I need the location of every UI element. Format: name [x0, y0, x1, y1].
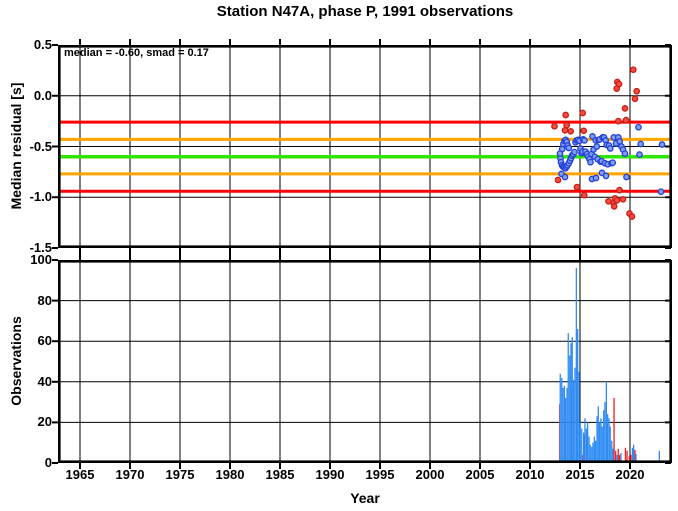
observations-y-tick-label: 40: [37, 374, 52, 389]
figure-title: Station N47A, phase P, 1991 observations: [216, 3, 514, 20]
observations-axis-label: Observations: [8, 316, 24, 406]
residual-panel: [52, 39, 673, 254]
residual-y-tick-label: -0.5: [29, 139, 52, 154]
residual-y-tick-label: 0.5: [33, 37, 52, 52]
x-tick-label: 2010: [515, 467, 545, 482]
x-tick-label: 1965: [65, 467, 95, 482]
year-axis-label: Year: [350, 490, 380, 506]
observations-y-tick-label: 20: [37, 414, 52, 429]
x-tick-label: 1985: [265, 467, 295, 482]
observations-y-tick-label: 60: [37, 333, 52, 348]
tick-marks: [52, 39, 671, 254]
x-tick-label: 2020: [615, 467, 645, 482]
panel-frame: [57, 44, 673, 248]
x-tick-label: 1970: [115, 467, 145, 482]
blue-histogram-bars: [559, 268, 672, 463]
observations-y-tick-label: 0: [44, 455, 52, 470]
stats-annotation: median = -0.60, smad = 0.17: [64, 47, 209, 59]
tick-marks: [52, 254, 671, 469]
observations-y-tick-label: 100: [30, 252, 52, 267]
x-tick-label: 1980: [215, 467, 245, 482]
red-scatter-points: [551, 66, 641, 220]
x-tick-label: 1990: [315, 467, 345, 482]
observations-panel: [52, 254, 673, 469]
residual-y-tick-label: -1.0: [29, 189, 52, 204]
observations-y-tick-label: 80: [37, 293, 52, 308]
x-tick-label: 2005: [465, 467, 495, 482]
residual-y-tick-label: -1.5: [29, 240, 52, 255]
x-tick-label: 1975: [165, 467, 195, 482]
residual-y-tick-label: 0.0: [33, 88, 52, 103]
x-tick-label: 1995: [365, 467, 395, 482]
panel-frame: [57, 259, 673, 463]
x-tick-label: 2015: [565, 467, 595, 482]
blue-scatter-points: [556, 123, 666, 196]
x-tick-label: 2000: [415, 467, 445, 482]
